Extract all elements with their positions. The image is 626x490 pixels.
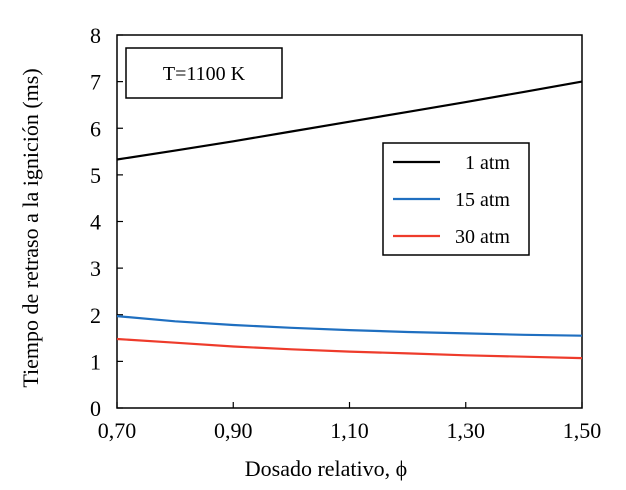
y-tick-label: 1 [90,349,101,374]
y-axis: 0 1 2 3 4 5 6 7 8 [90,23,123,421]
x-tick-label: 1,30 [447,418,486,443]
series-layer [116,80,583,360]
annotation-box: T=1100 K [125,47,283,99]
y-tick-label: 3 [90,256,101,281]
x-tick-label: 1,50 [563,418,602,443]
y-tick-label: 5 [90,163,101,188]
y-tick-label: 6 [90,116,101,141]
series-line-1-atm [116,80,583,161]
y-tick-label: 7 [90,70,101,95]
x-tick-label: 0,90 [214,418,253,443]
series-line-15-atm [116,315,583,337]
y-tick-label: 2 [90,303,101,328]
x-axis: 0,70 0,90 1,10 1,30 1,50 [98,402,602,443]
x-tick-label: 1,10 [330,418,369,443]
x-tick-label: 0,70 [98,418,137,443]
legend: 1 atm 15 atm 30 atm [382,142,530,256]
y-tick-label: 4 [90,210,101,235]
series-line-30-atm [116,337,583,360]
legend-label: 1 atm [465,152,510,174]
y-tick-label: 0 [90,396,101,421]
y-axis-title: Tiempo de retraso a la ignición (ms) [18,68,43,387]
y-tick-label: 8 [90,23,101,48]
annotation-text: T=1100 K [163,63,246,85]
legend-label: 30 atm [455,226,510,248]
legend-label: 15 atm [455,189,510,211]
x-axis-title: Dosado relativo, ϕ [245,456,408,481]
